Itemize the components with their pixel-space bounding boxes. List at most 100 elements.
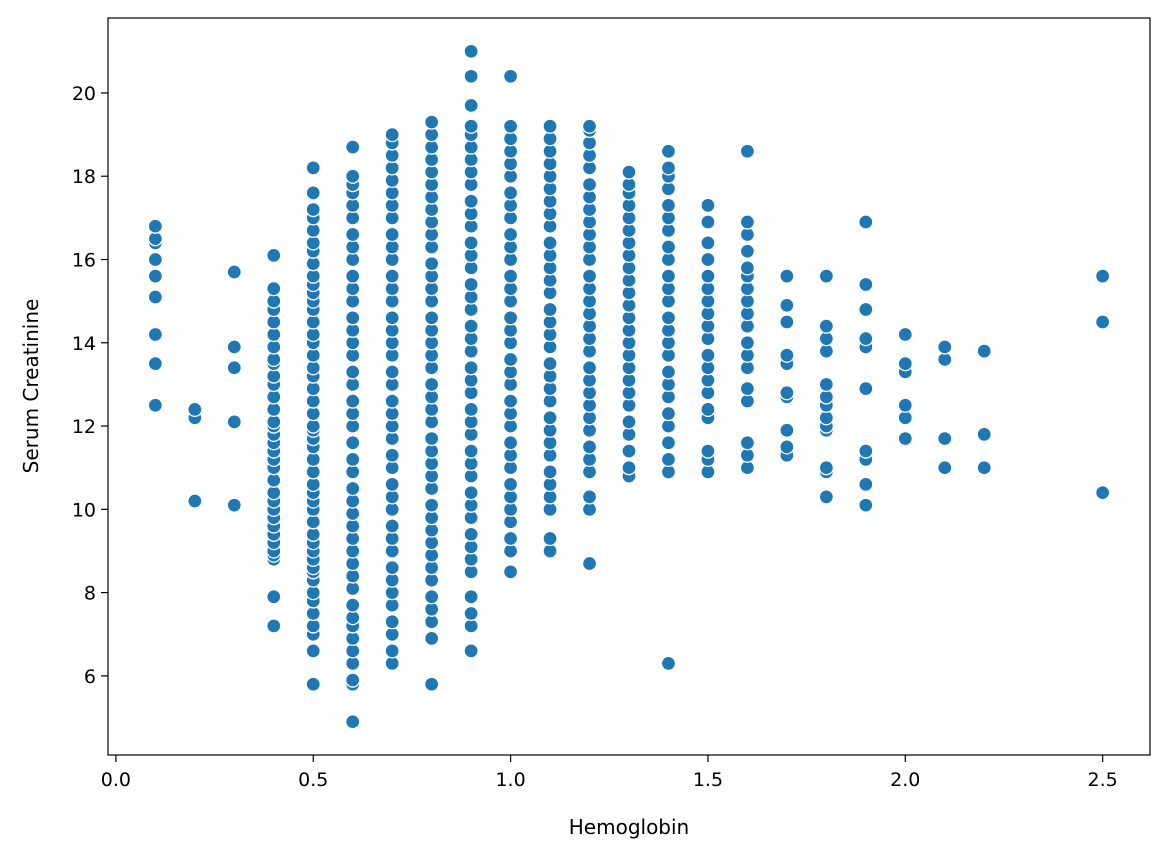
data-point [384, 310, 400, 326]
data-point [345, 435, 361, 451]
data-point [384, 518, 400, 534]
data-point [147, 218, 164, 234]
data-point [779, 422, 795, 438]
data-point [423, 256, 440, 272]
data-point [345, 672, 361, 688]
data-point [187, 401, 203, 418]
x-tick-label: 1.0 [495, 769, 525, 791]
data-point [463, 68, 479, 84]
data-point [858, 476, 874, 493]
data-point [897, 355, 913, 372]
data-point [779, 385, 795, 401]
data-point [463, 193, 479, 209]
data-point [1094, 268, 1111, 284]
data-point [345, 597, 361, 613]
data-point [423, 430, 440, 447]
data-point [739, 143, 756, 159]
data-point [463, 97, 479, 114]
data-point [1094, 314, 1111, 330]
data-point [542, 530, 558, 547]
data-point [700, 401, 716, 418]
data-point [187, 493, 203, 509]
x-axis: 0.0 0.5 1.0 1.5 2.0 2.5 [101, 755, 1118, 791]
data-point [266, 589, 282, 605]
data-point [542, 410, 558, 426]
data-point [345, 393, 361, 409]
data-point [700, 347, 716, 363]
data-point [345, 451, 361, 468]
data-point [858, 214, 874, 230]
data-point [858, 443, 874, 459]
data-point [858, 380, 874, 397]
y-tick-label: 10 [72, 499, 96, 521]
data-point [502, 393, 519, 409]
data-point [818, 268, 834, 284]
data-point [345, 226, 361, 243]
data-point [581, 118, 598, 134]
data-point [463, 360, 479, 376]
data-point [542, 301, 558, 318]
y-tick-label: 18 [72, 166, 96, 188]
data-point [542, 355, 558, 372]
data-point [463, 118, 479, 134]
x-axis-label: Hemoglobin [569, 815, 689, 839]
data-point [463, 318, 479, 334]
data-point [502, 435, 519, 451]
data-point [266, 247, 282, 263]
data-point [660, 310, 677, 326]
data-point [384, 643, 400, 659]
data-point [502, 476, 519, 493]
data-point [581, 439, 598, 455]
data-point [463, 401, 479, 418]
data-point [502, 564, 519, 580]
data-point [502, 118, 519, 134]
y-axis: 6 8 10 12 14 16 18 20 [72, 83, 108, 688]
data-point [542, 235, 558, 251]
data-point [581, 555, 598, 572]
data-point [502, 310, 519, 326]
data-point [345, 480, 361, 497]
y-axis-label: Serum Creatinine [19, 299, 43, 474]
data-point [897, 430, 913, 447]
data-point [147, 326, 164, 343]
data-point [384, 126, 400, 143]
data-point [542, 118, 558, 134]
data-point [660, 268, 677, 284]
data-point [700, 251, 716, 268]
data-point [384, 268, 400, 284]
data-point [345, 168, 361, 184]
y-tick-label: 6 [84, 666, 96, 688]
data-point [779, 268, 795, 284]
data-point [700, 197, 716, 214]
data-point [739, 335, 756, 351]
data-point [897, 397, 913, 413]
data-point [621, 414, 637, 430]
data-point [660, 435, 677, 451]
data-point [305, 201, 321, 218]
data-point [502, 351, 519, 368]
data-point [976, 426, 992, 443]
data-point [226, 360, 242, 376]
data-point [345, 268, 361, 284]
data-point [621, 164, 637, 180]
data-point [660, 364, 677, 380]
data-point [384, 476, 400, 493]
data-point [976, 343, 992, 359]
data-point [660, 405, 677, 422]
data-point [779, 347, 795, 363]
x-tick-label: 2.0 [890, 769, 920, 791]
data-point [463, 643, 479, 659]
data-point [897, 326, 913, 343]
data-point [384, 614, 400, 630]
data-point [423, 630, 440, 647]
data-point [147, 397, 164, 413]
data-point [976, 460, 992, 476]
data-point [226, 264, 242, 280]
data-point [423, 310, 440, 326]
data-point [305, 160, 321, 176]
data-point [621, 460, 637, 476]
data-point [700, 214, 716, 230]
data-point [226, 497, 242, 513]
data-point [463, 589, 479, 605]
data-point [818, 460, 834, 476]
